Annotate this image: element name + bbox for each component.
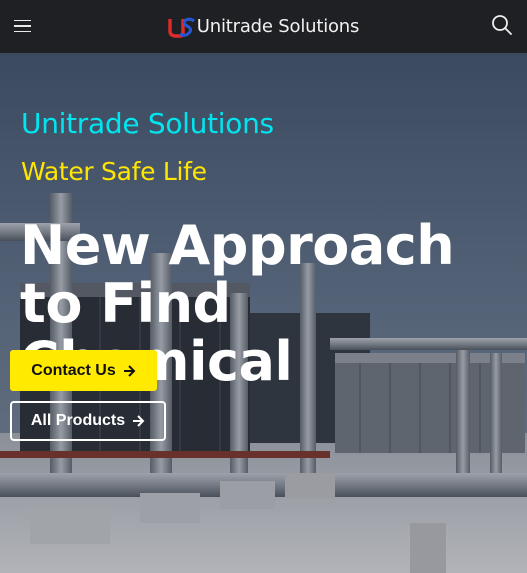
contact-us-button[interactable]: Contact Us bbox=[10, 350, 157, 391]
unitrade-logo-mark bbox=[168, 17, 195, 38]
hero-headline: New Approach to Find Chemical bbox=[20, 214, 455, 391]
hero-section: Unitrade Solutions Water Safe Life New A… bbox=[0, 53, 527, 573]
hamburger-menu-icon[interactable] bbox=[14, 16, 36, 36]
arrow-right-icon bbox=[133, 415, 145, 427]
all-products-button[interactable]: All Products bbox=[10, 401, 166, 441]
search-icon[interactable] bbox=[491, 14, 513, 36]
site-logo[interactable]: Unitrade Solutions bbox=[168, 16, 359, 38]
cooling-tower-background-image bbox=[0, 53, 527, 573]
site-header: Unitrade Solutions bbox=[0, 0, 527, 53]
arrow-right-icon bbox=[123, 364, 136, 377]
brand-name: Unitrade Solutions bbox=[21, 107, 274, 140]
tagline: Water Safe Life bbox=[21, 157, 207, 186]
contact-us-label: Contact Us bbox=[31, 361, 116, 379]
logo-text: Unitrade Solutions bbox=[196, 16, 360, 37]
all-products-label: All Products bbox=[30, 412, 126, 429]
